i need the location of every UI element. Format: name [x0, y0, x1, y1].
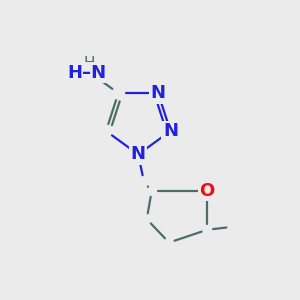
Text: N: N [163, 122, 178, 140]
Text: N: N [151, 84, 166, 102]
Text: H–N: H–N [68, 64, 107, 82]
Text: O: O [200, 182, 215, 200]
Text: H: H [83, 56, 94, 71]
Text: N: N [131, 146, 146, 164]
